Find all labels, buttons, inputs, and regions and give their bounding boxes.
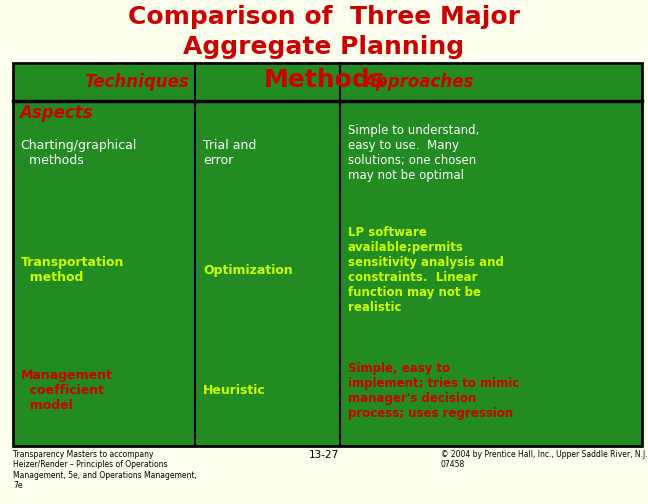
Text: Simple to understand,
easy to use.  Many
solutions; one chosen
may not be optima: Simple to understand, easy to use. Many … [347,124,479,182]
Text: Transportation
  method: Transportation method [21,256,124,284]
Text: Aspects: Aspects [19,104,93,122]
Text: Techniques: Techniques [84,73,189,91]
Text: Methods: Methods [263,68,385,92]
Text: Charting/graphical
  methods: Charting/graphical methods [21,139,137,167]
Text: Transparency Masters to accompany
Heizer/Render – Principles of Operations
Manag: Transparency Masters to accompany Heizer… [13,450,197,490]
Text: Heuristic: Heuristic [203,385,266,397]
Text: Optimization: Optimization [203,264,293,277]
Text: Comparison of  Three Major: Comparison of Three Major [128,5,520,29]
Text: © 2004 by Prentice Hall, Inc., Upper Saddle River, N.J.
07458: © 2004 by Prentice Hall, Inc., Upper Sad… [441,450,647,469]
Text: Trial and
error: Trial and error [203,139,257,167]
Text: Aggregate Planning: Aggregate Planning [183,35,465,59]
Text: Management
  coefficient
  model: Management coefficient model [21,369,113,412]
Text: Simple, easy to
implement; tries to mimic
manager's decision
process; uses regre: Simple, easy to implement; tries to mimi… [347,362,519,420]
Text: Approaches: Approaches [363,73,474,91]
Text: 13-27: 13-27 [309,450,339,460]
Text: LP software
available;permits
sensitivity analysis and
constraints.  Linear
func: LP software available;permits sensitivit… [347,226,503,314]
FancyBboxPatch shape [13,63,642,446]
